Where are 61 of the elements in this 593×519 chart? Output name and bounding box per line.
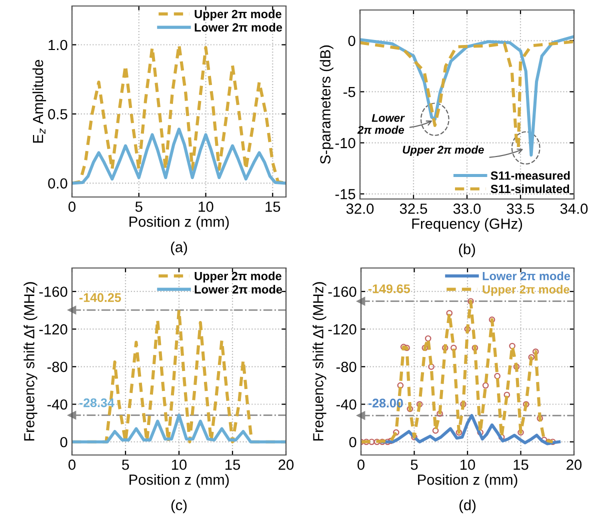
y-tick-label: -160 xyxy=(39,286,68,297)
ref-line-label: -140.25 xyxy=(79,293,121,302)
x-tick-label: 0 xyxy=(68,460,76,470)
y-axis-title: Frequency shift Δf (MHz) xyxy=(312,282,326,441)
x-tick-label: 32.5 xyxy=(400,204,428,214)
y-tick-label: -10 xyxy=(335,138,356,148)
x-tick-label: 10 xyxy=(172,460,187,470)
text: Lower 2π mode xyxy=(482,272,570,280)
ref-line-label: -149.65 xyxy=(368,284,410,294)
y-tick-label: 0.0 xyxy=(48,178,68,189)
ref-line-label: -28.00 xyxy=(368,398,403,408)
series-label: Upper 2π mode xyxy=(482,284,570,296)
x-tick-label: 15 xyxy=(514,460,528,470)
x-tick-label: 5 xyxy=(122,460,129,470)
legend-label: Upper 2π mode xyxy=(194,10,282,21)
y-tick-label: -80 xyxy=(336,362,356,372)
y-tick-label: 1.0 xyxy=(48,40,68,50)
y-tick-label: -80 xyxy=(47,362,68,372)
x-tick-label: 15 xyxy=(226,460,240,470)
x-tick-label: 5 xyxy=(410,460,418,470)
ref-line-label: -28.34 xyxy=(79,398,114,408)
y-axis-title: S-parameters (dB) xyxy=(320,45,334,164)
x-tick-label: 0 xyxy=(68,202,76,212)
x-tick-label: 20 xyxy=(278,460,294,470)
text: (b) xyxy=(458,244,476,258)
y-tick-label: 0.5 xyxy=(48,109,68,120)
y-tick-label: -15 xyxy=(335,189,356,200)
y-axis-title: Frequency shift Δf (MHz) xyxy=(24,282,38,441)
x-tick-label: 33.0 xyxy=(453,204,481,214)
x-axis-title: Frequency (GHz) xyxy=(412,218,522,232)
annotation: Upper 2π mode xyxy=(402,146,484,156)
y-tick-label: 0 xyxy=(60,436,68,448)
legend-label: Upper 2π mode xyxy=(194,272,282,283)
legend-label: S11-measured xyxy=(490,171,570,180)
x-tick-label: 0 xyxy=(358,460,364,470)
x-tick-label: 20 xyxy=(566,460,582,470)
y-tick-label: 0 xyxy=(348,36,356,46)
y-axis-title: E$_{z}$ Amplitude xyxy=(32,60,46,143)
text: (d) xyxy=(459,500,476,514)
x-tick-label: 10 xyxy=(460,460,476,470)
y-tick-label: -5 xyxy=(344,86,356,98)
x-axis-title: Position z (mm) xyxy=(130,474,229,488)
y-tick-label: -40 xyxy=(47,399,68,410)
x-tick-label: 5 xyxy=(135,202,142,212)
x-axis-title: Position z (mm) xyxy=(130,216,229,230)
text: (c) xyxy=(171,500,187,514)
text: (a) xyxy=(170,242,188,256)
legend-label: S11-simulated xyxy=(490,184,570,194)
x-tick-label: 32.0 xyxy=(346,204,374,214)
x-tick-label: 34.0 xyxy=(560,204,588,214)
y-tick-label: -120 xyxy=(328,324,356,335)
y-tick-label: -120 xyxy=(39,324,68,335)
legend-label: Lower 2π mode xyxy=(194,284,282,294)
x-tick-label: 15 xyxy=(266,202,280,212)
x-axis-title: Position z (mm) xyxy=(418,474,518,488)
y-tick-label: -40 xyxy=(336,399,356,410)
x-tick-label: 33.5 xyxy=(506,204,534,214)
legend-label: Lower 2π mode xyxy=(194,22,282,32)
y-tick-label: 0 xyxy=(349,436,356,448)
x-tick-label: 10 xyxy=(198,202,214,212)
y-tick-label: -160 xyxy=(328,286,356,297)
